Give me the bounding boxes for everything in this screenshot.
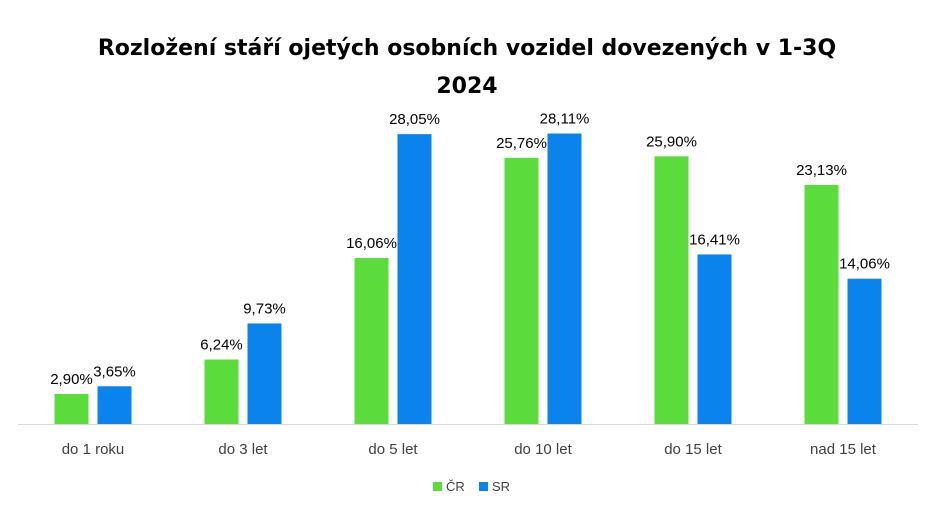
bar-sr-4 [697,254,732,424]
bar-sr-0 [97,386,132,424]
data-label-sr-3: 28,11% [540,111,590,128]
data-label-cr-0: 2,90% [50,371,93,388]
x-tick-label-0: do 1 roku [62,441,125,458]
chart-title-text: Rozložení stáří ojetých osobních vozidel… [97,36,837,99]
data-label-sr-1: 9,73% [243,300,286,317]
data-label-cr-1: 6,24% [200,337,243,354]
bars-layer [54,133,882,424]
legend-label-cr: ČR [446,479,465,494]
data-label-sr-2: 28,05% [389,111,440,128]
bar-sr-2 [397,134,432,424]
data-label-sr-4: 16,41% [689,231,740,248]
bar-cr-4 [654,156,689,424]
legend-label-sr: SR [492,479,510,494]
legend: ČR SR [433,479,510,494]
data-label-cr-5: 23,13% [796,162,847,179]
x-tick-label-4: do 15 let [664,441,722,458]
data-label-cr-4: 25,90% [646,133,697,150]
legend-swatch-cr [433,482,442,491]
bar-cr-3 [504,157,539,424]
bar-cr-5 [804,184,839,424]
bar-cr-1 [204,359,239,424]
data-label-sr-0: 3,65% [93,363,136,380]
bar-sr-3 [547,133,582,424]
data-label-cr-2: 16,06% [346,235,397,252]
x-tick-label-5: nad 15 let [810,441,877,458]
bar-cr-2 [354,258,389,424]
bar-sr-5 [847,278,882,424]
data-label-cr-3: 25,76% [496,135,547,152]
data-labels-layer: 2,90% 3,65% 6,24% 9,73% 16,06% 28,05% 25,76% 28… [50,111,890,389]
chart-title: Rozložení stáří ojetých osobních vozidel… [0,30,934,106]
x-tick-labels-layer: do 1 roku do 3 let do 5 let do 10 let do 15 … [62,441,877,458]
legend-swatch-sr [479,482,488,491]
x-tick-label-1: do 3 let [218,441,268,458]
x-tick-label-2: do 5 let [368,441,418,458]
x-tick-label-3: do 10 let [514,441,572,458]
data-label-sr-5: 14,06% [839,256,890,273]
bar-sr-1 [247,323,282,424]
bar-cr-0 [54,394,89,424]
